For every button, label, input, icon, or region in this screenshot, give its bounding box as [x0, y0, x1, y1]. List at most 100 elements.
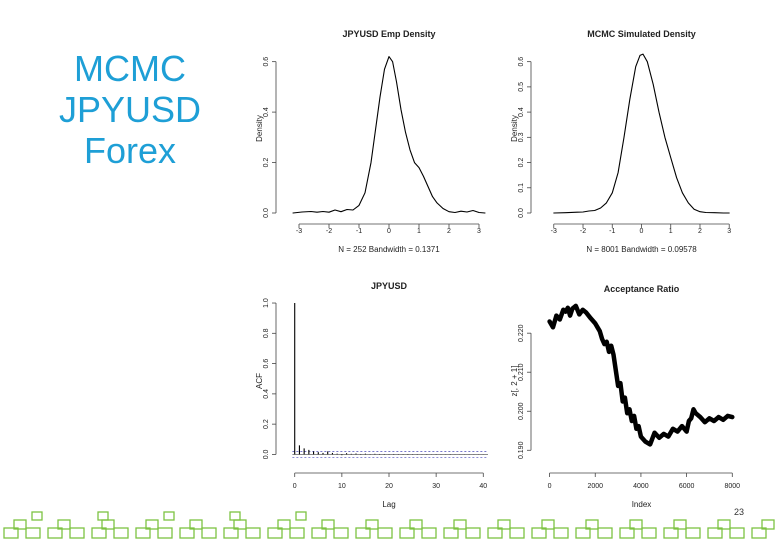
x-tick-label: 6000: [679, 483, 695, 490]
y-axis-label: z[, 2 + 1]: [510, 366, 519, 397]
series-line: [553, 53, 730, 214]
footer-square: [443, 527, 459, 539]
footer-square: [663, 527, 679, 539]
y-tick-label: 0.0: [518, 208, 525, 218]
x-tick-label: -2: [326, 228, 332, 235]
footer-square: [97, 511, 109, 521]
footer-square: [355, 527, 371, 539]
footer-square: [229, 511, 241, 521]
x-tick-label: 0: [293, 483, 297, 490]
footer-square: [163, 511, 175, 521]
x-tick-label: 20: [385, 483, 393, 490]
y-tick-label: 0.4: [518, 107, 525, 117]
footer-square: [145, 519, 159, 530]
y-tick-label: 0.4: [263, 389, 270, 399]
y-tick-label: 0.2: [518, 158, 525, 168]
y-tick-label: 0.3: [518, 132, 525, 142]
chart-title: Acceptance Ratio: [604, 284, 680, 294]
x-tick-label: 4000: [633, 483, 649, 490]
footer-square: [311, 527, 327, 539]
footer-square: [57, 519, 71, 530]
x-tick-label: 2: [698, 228, 702, 235]
y-tick-label: 0.5: [518, 82, 525, 92]
x-tick-label: -1: [356, 228, 362, 235]
footer-square: [421, 527, 437, 539]
footer-square: [245, 527, 261, 539]
footer-square: [707, 527, 723, 539]
y-tick-label: 0.8: [263, 328, 270, 338]
y-tick-label: 0.190: [518, 441, 525, 459]
series-line: [292, 56, 486, 214]
footer-square: [729, 527, 745, 539]
footer-square: [717, 519, 731, 530]
footer-square: [575, 527, 591, 539]
x-axis-label: N = 252 Bandwidth = 0.1371: [338, 245, 440, 254]
footer-square: [13, 519, 27, 530]
x-axis-label: Index: [632, 500, 652, 509]
footer-square: [541, 519, 555, 530]
x-tick-label: -3: [551, 228, 557, 235]
y-tick-label: 0.6: [263, 57, 270, 67]
y-tick-label: 0.1: [518, 183, 525, 193]
footer-square: [673, 519, 687, 530]
footer-square: [619, 527, 635, 539]
footer-square: [321, 519, 335, 530]
x-tick-label: 0: [548, 483, 552, 490]
x-tick-label: 10: [338, 483, 346, 490]
footer-square: [597, 527, 613, 539]
x-tick-label: 0: [640, 228, 644, 235]
x-axis-label: N = 8001 Bandwidth = 0.09578: [586, 245, 697, 254]
footer-square: [189, 519, 203, 530]
footer-square: [399, 527, 415, 539]
y-tick-label: 0.2: [263, 419, 270, 429]
y-tick-label: 0.220: [518, 324, 525, 342]
footer-square: [179, 527, 195, 539]
footer-square: [465, 527, 481, 539]
footer-square: [553, 527, 569, 539]
footer-square: [31, 511, 43, 521]
y-axis-label: ACF: [255, 373, 264, 389]
x-tick-label: 1: [669, 228, 673, 235]
y-tick-label: 1.0: [263, 298, 270, 308]
page-number: 23: [734, 507, 745, 517]
footer-square: [453, 519, 467, 530]
x-tick-label: 3: [727, 228, 731, 235]
footer-square: [267, 527, 283, 539]
y-tick-label: 0.210: [518, 363, 525, 381]
footer-square: [295, 511, 307, 521]
x-tick-label: -2: [580, 228, 586, 235]
footer-square: [685, 527, 701, 539]
x-tick-label: 2000: [587, 483, 603, 490]
y-axis-label: Density: [510, 115, 519, 142]
x-tick-label: 8000: [725, 483, 741, 490]
slide-title: MCMC JPYUSD Forex: [40, 48, 220, 171]
footer-square: [91, 527, 107, 539]
chart-title: JPYUSD Emp Density: [342, 29, 435, 39]
footer-square: [201, 527, 217, 539]
footer-square: [409, 519, 423, 530]
chart-title: JPYUSD: [371, 281, 408, 291]
slide-title-line: MCMC: [74, 48, 186, 89]
footer-square: [497, 519, 511, 530]
chart-title: MCMC Simulated Density: [587, 29, 696, 39]
slide-title-line: JPYUSD: [58, 89, 202, 130]
footer-square: [25, 527, 41, 539]
footer-square: [135, 527, 151, 539]
footer-square: [509, 527, 525, 539]
footer-square: [3, 527, 19, 539]
footer-square: [377, 527, 393, 539]
y-tick-label: 0.6: [518, 57, 525, 67]
y-tick-label: 0.0: [263, 449, 270, 459]
x-tick-label: 2: [447, 228, 451, 235]
footer-square: [223, 527, 239, 539]
y-tick-label: 0.4: [263, 107, 270, 117]
footer-square: [487, 527, 503, 539]
y-tick-label: 0.0: [263, 208, 270, 218]
y-tick-label: 0.2: [263, 158, 270, 168]
y-tick-label: 0.6: [263, 359, 270, 369]
x-tick-label: 3: [477, 228, 481, 235]
footer-square: [751, 527, 767, 539]
footer-square: [277, 519, 291, 530]
footer-square: [157, 527, 173, 539]
